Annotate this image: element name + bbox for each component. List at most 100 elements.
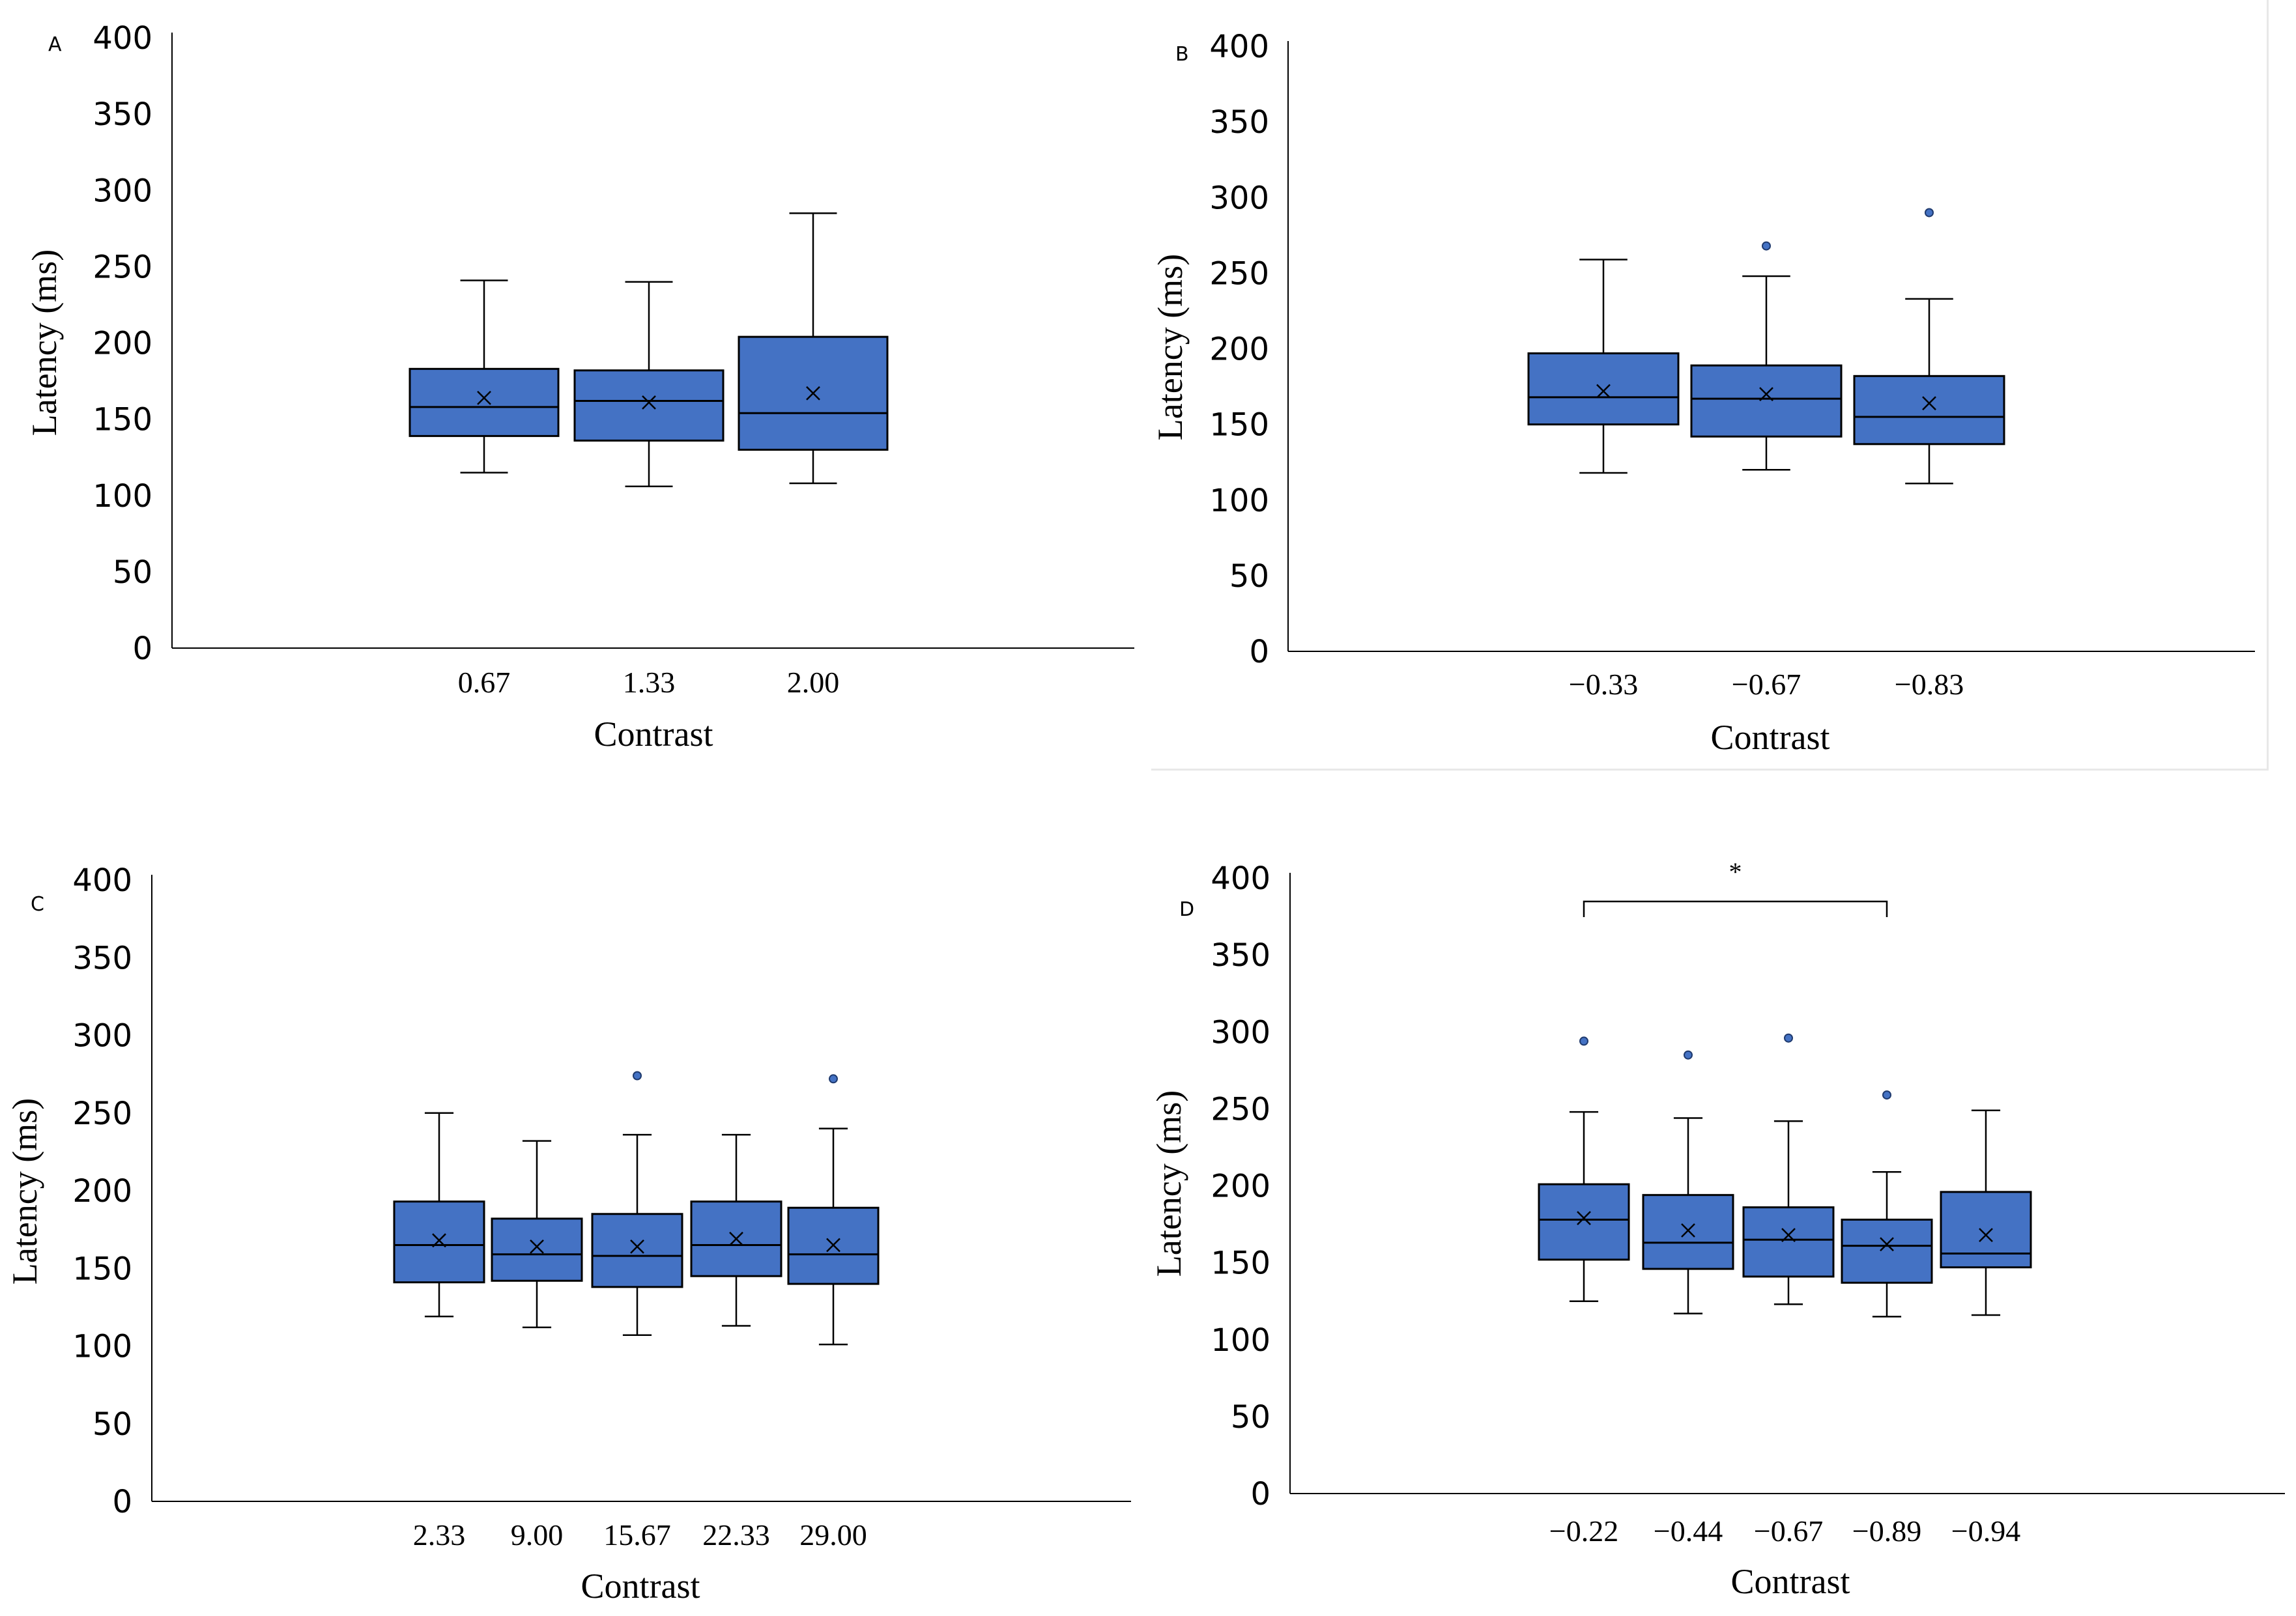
mean-marker — [806, 386, 820, 401]
y-tick-label: 300 — [93, 173, 152, 209]
box-iqr — [591, 1213, 683, 1288]
y-tick-label: 350 — [1211, 937, 1270, 974]
mean-marker — [1596, 384, 1611, 399]
outlier-point — [633, 1071, 642, 1081]
y-tick-label: 150 — [72, 1251, 132, 1287]
significance-marker: * — [1729, 857, 1742, 886]
y-tick-label: 400 — [1211, 860, 1270, 897]
box-iqr — [1642, 1194, 1734, 1270]
panel-b-bottom-border — [1151, 769, 2268, 771]
box-iqr — [1940, 1191, 2032, 1269]
x-tick-label: 9.00 — [511, 1518, 564, 1552]
box-iqr — [393, 1200, 485, 1284]
outlier-point — [1684, 1050, 1693, 1060]
x-tick-label: −0.44 — [1654, 1514, 1723, 1548]
y-tick-label: 200 — [1211, 1169, 1270, 1205]
y-tick-label: 250 — [72, 1096, 132, 1132]
mean-marker — [1681, 1223, 1695, 1238]
y-tick-label: 150 — [1209, 407, 1269, 444]
y-tick-label: 50 — [1231, 1399, 1270, 1436]
mean-marker — [642, 395, 656, 410]
mean-marker — [630, 1239, 644, 1254]
mean-marker — [477, 390, 491, 405]
mean-marker — [1979, 1228, 1993, 1242]
box-iqr — [573, 369, 725, 442]
y-tick-label: 50 — [1229, 558, 1269, 595]
y-tick-label: 350 — [72, 940, 132, 976]
mean-marker — [729, 1232, 743, 1246]
y-tick-label: 200 — [1209, 332, 1269, 368]
panel-label: D — [1179, 898, 1194, 921]
outlier-point — [1762, 241, 1771, 251]
box-iqr — [491, 1217, 583, 1282]
y-tick-label: 100 — [72, 1329, 132, 1365]
mean-marker — [1880, 1237, 1894, 1252]
y-tick-label: 0 — [112, 1484, 132, 1520]
outlier-point — [1925, 208, 1934, 218]
x-tick-label: −0.33 — [1569, 668, 1638, 701]
significance-bracket — [1583, 900, 1888, 917]
x-tick-label: −0.83 — [1895, 668, 1964, 701]
x-tick-label: 1.33 — [623, 666, 676, 699]
y-tick-label: 300 — [1211, 1014, 1270, 1051]
panel-d-chart: D 0 50 100 150 200 250 300 350 400 Latency (ms) Con… — [1149, 857, 2285, 1601]
panel-c-chart: C 0 50 100 150 200 250 300 350 400 Latency (ms) Con… — [5, 862, 1131, 1606]
x-tick-label: 0.67 — [458, 666, 511, 699]
y-tick-label: 150 — [1211, 1245, 1270, 1282]
y-tick-label: 100 — [1209, 483, 1269, 519]
box-iqr — [1527, 352, 1680, 426]
panel-label: A — [48, 33, 62, 56]
box-iqr — [1690, 364, 1843, 438]
x-axis-label: Contrast — [581, 1566, 700, 1606]
y-tick-label: 300 — [72, 1018, 132, 1055]
y-tick-label: 0 — [1250, 1476, 1270, 1512]
x-axis-label: Contrast — [1731, 1562, 1850, 1601]
y-tick-label: 0 — [132, 631, 152, 667]
mean-marker — [432, 1233, 446, 1248]
y-axis-label: Latency (ms) — [1149, 1090, 1188, 1277]
x-tick-label: 22.33 — [702, 1518, 770, 1552]
box-iqr — [1853, 375, 2005, 446]
y-tick-label: 100 — [93, 478, 152, 515]
y-tick-label: 350 — [1209, 104, 1269, 141]
x-tick-label: −0.94 — [1951, 1514, 2020, 1548]
outlier-point — [1882, 1090, 1891, 1100]
y-axis-label: Latency (ms) — [25, 249, 64, 436]
y-tick-label: 0 — [1249, 634, 1269, 670]
y-tick-label: 100 — [1211, 1322, 1270, 1359]
panel-a-chart: A 0 50 100 150 200 250 300 350 400 Latency (ms) Con… — [25, 20, 1134, 754]
y-tick-label: 350 — [93, 96, 152, 133]
panel-label: C — [31, 893, 44, 916]
y-tick-label: 50 — [113, 554, 152, 591]
x-tick-label: −0.89 — [1852, 1514, 1921, 1548]
y-tick-label: 400 — [72, 862, 132, 899]
y-tick-label: 150 — [93, 402, 152, 438]
mean-marker — [1922, 396, 1936, 410]
y-tick-label: 50 — [93, 1406, 132, 1443]
mean-marker — [1781, 1228, 1796, 1242]
y-tick-label: 250 — [93, 249, 152, 285]
x-tick-label: 2.33 — [413, 1518, 466, 1552]
y-tick-label: 400 — [1209, 29, 1269, 65]
x-tick-label: −0.67 — [1732, 668, 1801, 701]
panel-b-right-border — [2267, 0, 2269, 771]
mean-marker — [1577, 1211, 1591, 1225]
x-tick-label: 2.00 — [787, 666, 840, 699]
y-tick-label: 250 — [1209, 255, 1269, 292]
y-axis-label: Latency (ms) — [1151, 254, 1190, 440]
mean-marker — [530, 1239, 544, 1254]
y-tick-label: 400 — [93, 20, 152, 57]
box-iqr — [1538, 1183, 1630, 1261]
y-axis-label: Latency (ms) — [5, 1098, 44, 1284]
x-axis-label: Contrast — [594, 715, 713, 754]
panel-label: B — [1175, 43, 1189, 66]
box-iqr — [1742, 1206, 1835, 1278]
y-tick-label: 250 — [1211, 1091, 1270, 1127]
y-tick-label: 200 — [72, 1173, 132, 1210]
x-tick-label: −0.22 — [1549, 1514, 1618, 1548]
panel-b-chart: B 0 50 100 150 200 250 300 350 400 Latency (ms) Con… — [1151, 29, 2255, 757]
outlier-point — [1579, 1036, 1588, 1046]
mean-marker — [1759, 387, 1773, 402]
box-iqr — [1841, 1218, 1933, 1284]
y-tick-label: 300 — [1209, 180, 1269, 216]
